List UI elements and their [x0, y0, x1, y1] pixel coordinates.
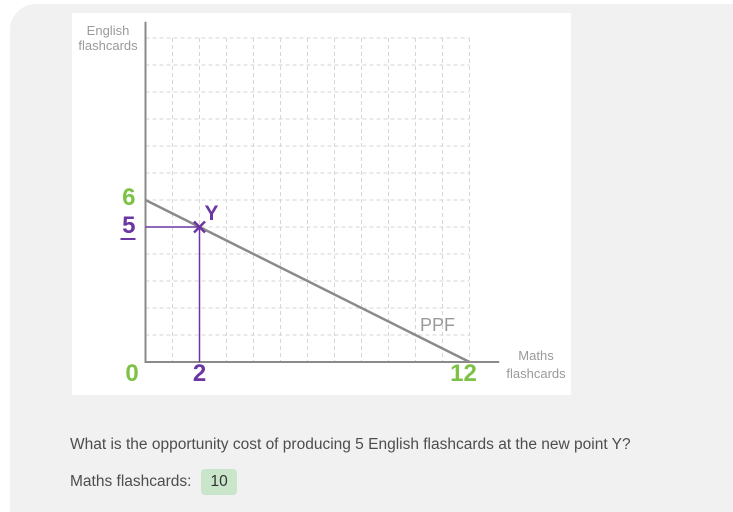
- x-tick-2: 2: [193, 360, 206, 387]
- x-tick-0: 0: [125, 360, 138, 387]
- grid-lines: [145, 37, 470, 362]
- y-axis-title-line2: flashcards: [78, 38, 138, 53]
- point-y-marker: [193, 220, 206, 234]
- x-axis-title-line1: Maths: [518, 348, 554, 363]
- ppf-chart: English flashcards Maths flashcards 6 5 …: [78, 21, 566, 387]
- answer-row: Maths flashcards: 10: [70, 469, 237, 495]
- answer-input[interactable]: 10: [201, 469, 237, 495]
- y-axis-title-line1: English: [87, 23, 130, 38]
- y-tick-5: 5: [122, 212, 135, 239]
- question-text: What is the opportunity cost of producin…: [70, 436, 631, 453]
- answer-label: Maths flashcards:: [70, 473, 192, 490]
- point-y-label: Y: [205, 202, 219, 225]
- ppf-curve-label: PPF: [420, 315, 455, 335]
- x-axis-title-line2: flashcards: [506, 366, 566, 381]
- point-guide-lines: [145, 226, 201, 362]
- y-tick-6: 6: [122, 184, 135, 211]
- axes: [144, 21, 500, 363]
- x-tick-12: 12: [450, 360, 477, 387]
- chart-card: English flashcards Maths flashcards 6 5 …: [72, 13, 571, 395]
- question-panel: English flashcards Maths flashcards 6 5 …: [10, 4, 733, 512]
